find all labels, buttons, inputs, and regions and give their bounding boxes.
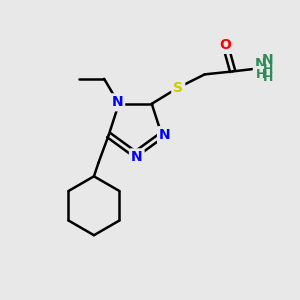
Text: N: N [131, 150, 142, 164]
Text: S: S [173, 81, 183, 94]
Text: H: H [256, 68, 266, 81]
Text: O: O [219, 38, 231, 52]
Text: H: H [263, 71, 273, 84]
Text: N: N [255, 57, 266, 71]
Text: N: N [112, 95, 123, 109]
Text: H: H [263, 64, 273, 76]
Text: N: N [262, 53, 274, 67]
Text: N: N [159, 128, 171, 142]
